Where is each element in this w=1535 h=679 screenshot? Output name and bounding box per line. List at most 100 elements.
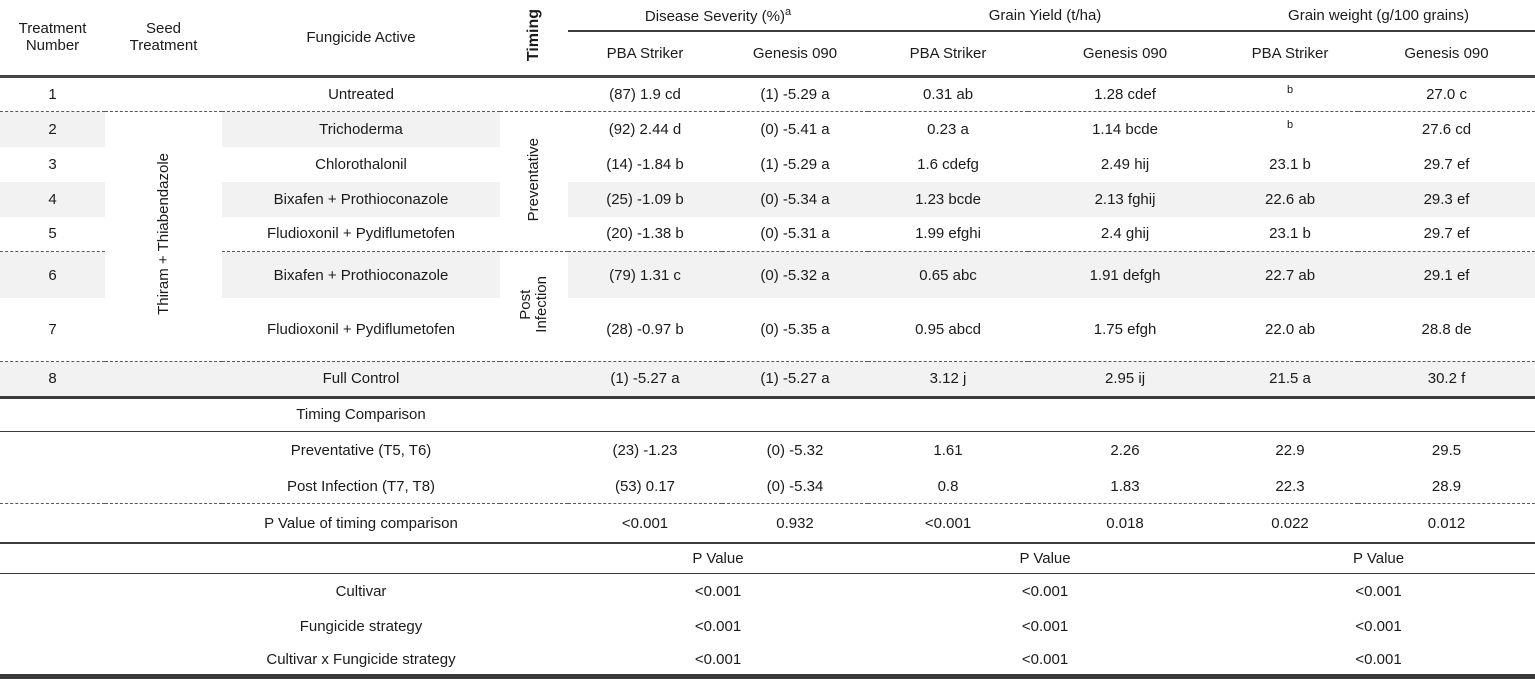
fungicide-cell: Trichoderma: [222, 111, 500, 148]
value-cell: (0) -5.35 a: [722, 297, 869, 362]
p-value-cell: <0.001: [694, 582, 742, 600]
value-cell: b: [1222, 76, 1359, 112]
section-title-row: Timing Comparison: [0, 397, 1535, 432]
value-cell: 23.1 b: [1269, 156, 1311, 174]
group-header-disease-severity: Disease Severity (%)a: [568, 0, 869, 32]
value-cell: 1.28 cdef: [1028, 76, 1223, 112]
value-cell: 2.95 ij: [1028, 361, 1223, 399]
value-cell: 1.83: [1028, 469, 1223, 505]
p-value-header: P Value: [1222, 542, 1535, 574]
timing-comparison-title: Timing Comparison: [222, 397, 500, 432]
value-cell: 0.23 a: [927, 120, 969, 138]
factor-label: Cultivar: [335, 582, 387, 600]
value-cell: (0) -5.34 a: [722, 182, 869, 217]
value-cell: 28.8 de: [1358, 297, 1535, 362]
value-cell: 0.31 ab: [868, 76, 1029, 112]
empty-cell: [500, 573, 568, 609]
table-row: 1 Untreated (87) 1.9 cd (1) -5.29 a 0.31…: [0, 76, 1535, 112]
empty-cell: [105, 431, 222, 469]
col-header-fungicide-active: Fungicide Active: [222, 0, 500, 78]
timing-cell-post-infection: Post Infection: [500, 251, 568, 362]
value-cell: 27.6 cd: [1421, 120, 1472, 138]
sub-header-pba-striker: PBA Striker: [868, 31, 1029, 78]
empty-cell: [0, 431, 105, 469]
value-cell: b: [1222, 111, 1358, 147]
fungicide-cell: Chlorothalonil: [315, 156, 407, 174]
empty-cell: [0, 609, 105, 644]
empty-cell: [0, 469, 105, 505]
empty-cell: [105, 503, 222, 544]
value-cell: 23.1 b: [1222, 216, 1359, 253]
p-value-cell: 0.018: [1028, 503, 1223, 544]
value-cell: (87) 1.9 cd: [568, 76, 722, 112]
empty-cell: [0, 542, 568, 574]
value-cell: (20) -1.38 b: [568, 216, 722, 253]
empty-cell: [500, 397, 568, 432]
p-value-header-row: P Value P Value P Value: [0, 542, 1535, 574]
sub-header-genesis-090: Genesis 090: [1028, 31, 1223, 78]
value-cell: 30.2 f: [1358, 361, 1535, 399]
value-cell: 29.7 ef: [1423, 156, 1470, 174]
sub-header-genesis-090: Genesis 090: [1358, 31, 1535, 78]
seed-treatment-empty-cell: [105, 361, 222, 399]
p-value-header: P Value: [568, 542, 869, 574]
value-cell: (1) -5.27 a: [568, 361, 722, 399]
value-cell: (92) 2.44 d: [608, 120, 682, 138]
table-row: 7 Fludioxonil + Pydiflumetofen (28) -0.9…: [0, 297, 1535, 362]
value-cell: (14) -1.84 b: [606, 156, 684, 174]
table-row: Cultivar <0.001 <0.001 <0.001: [0, 573, 1535, 609]
value-cell: (0) -5.32 a: [722, 251, 869, 298]
seed-treatment-empty-cell: [105, 76, 222, 112]
p-value-cell: <0.001: [1021, 650, 1069, 668]
value-cell: 2.26: [1110, 442, 1140, 460]
empty-cell: [0, 573, 105, 609]
value-cell: 1.6 cdefg: [917, 156, 979, 174]
p-value-cell: <0.001: [1355, 582, 1402, 600]
fungicide-cell: Full Control: [222, 361, 500, 399]
table-row: Cultivar x Fungicide strategy <0.001 <0.…: [0, 644, 1535, 676]
value-cell: (53) 0.17: [568, 469, 722, 505]
value-cell: 22.0 ab: [1222, 297, 1359, 362]
fungicide-cell: Fludioxonil + Pydiflumetofen: [222, 297, 500, 362]
p-value-cell: 0.012: [1358, 503, 1535, 544]
seed-treatment-cell: Thiram + Thiabendazole: [105, 111, 222, 362]
p-value-header: P Value: [868, 542, 1223, 574]
value-cell: 1.14 bcde: [1092, 120, 1158, 138]
timing-empty-cell: [500, 76, 568, 112]
value-cell: 29.7 ef: [1358, 216, 1535, 253]
value-cell: 1.61: [933, 442, 963, 460]
table-row: 5 Fludioxonil + Pydiflumetofen (20) -1.3…: [0, 216, 1535, 253]
empty-cell: [500, 503, 568, 544]
treatment-number-cell: 2: [0, 111, 105, 148]
empty-cell: [105, 469, 222, 505]
empty-cell: [568, 397, 1535, 432]
treatment-number-cell: 6: [0, 251, 105, 298]
col-header-treatment-number: Treatment Number: [0, 0, 105, 78]
table-row: 2 Thiram + Thiabendazole Trichoderma Pre…: [0, 111, 1535, 362]
seed-treatment-rotated-label: Thiram + Thiabendazole: [154, 153, 172, 316]
p-value-cell: <0.001: [868, 503, 1029, 544]
sub-header-pba-striker: PBA Striker: [1222, 31, 1359, 78]
value-cell: 29.5: [1431, 442, 1462, 460]
empty-cell: [0, 503, 105, 544]
group-header-grain-yield: Grain Yield (t/ha): [868, 0, 1223, 32]
col-header-seed-treatment: Seed Treatment: [105, 0, 222, 78]
value-cell: 2.13 fghij: [1028, 182, 1223, 217]
table-row: 8 Full Control (1) -5.27 a (1) -5.27 a 3…: [0, 361, 1535, 399]
empty-cell: [500, 469, 568, 505]
p-value-cell: <0.001: [1021, 618, 1069, 636]
treatment-number-cell: 8: [0, 361, 105, 399]
fungicide-cell: Bixafen + Prothioconazole: [222, 182, 500, 217]
value-cell: (23) -1.23: [612, 442, 678, 460]
value-cell: 22.9: [1275, 442, 1305, 460]
value-cell: 0.95 abcd: [868, 297, 1029, 362]
value-cell: (25) -1.09 b: [568, 182, 722, 217]
superscript-b: b: [1286, 118, 1294, 131]
p-value-cell: <0.001: [694, 650, 742, 668]
value-cell: 2.4 ghij: [1028, 216, 1223, 253]
value-cell: (28) -0.97 b: [568, 297, 722, 362]
group-header-grain-weight: Grain weight (g/100 grains): [1222, 0, 1535, 32]
value-cell: 1.91 defgh: [1028, 251, 1223, 298]
table-row: Preventative (T5, T6) (23) -1.23 (0) -5.…: [0, 431, 1535, 469]
empty-cell: [500, 609, 568, 644]
